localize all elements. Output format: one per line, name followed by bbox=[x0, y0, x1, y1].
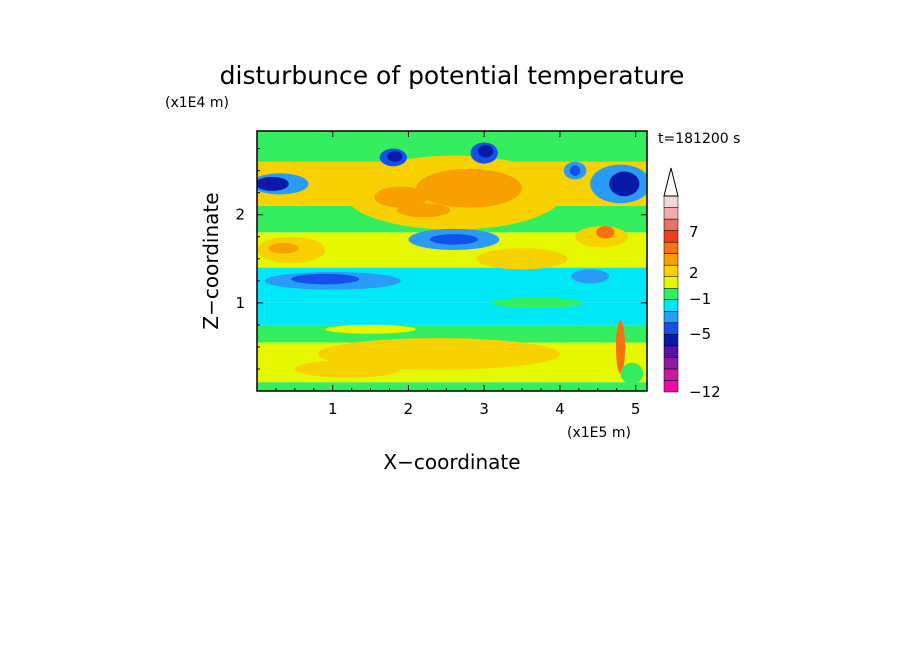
y-tick-label: 1 bbox=[235, 294, 245, 312]
contour-cell bbox=[491, 297, 583, 309]
contour-cell bbox=[571, 269, 610, 284]
colorbar-swatch bbox=[663, 241, 679, 254]
contour-cell bbox=[291, 273, 360, 285]
contour-field bbox=[257, 131, 647, 391]
axes: 1 2 3 4 5 1 2 bbox=[235, 131, 647, 418]
colorbar-tick-label: −12 bbox=[689, 383, 721, 401]
contour-cell bbox=[429, 234, 479, 245]
colorbar-tick-label: 7 bbox=[689, 223, 699, 241]
colorbar-tick-label: −5 bbox=[689, 325, 711, 343]
x-axis-label: X−coordinate bbox=[383, 450, 520, 474]
colorbar-swatch bbox=[663, 230, 679, 243]
contour-cell bbox=[257, 176, 289, 191]
colorbar-swatch bbox=[663, 287, 679, 301]
contour-cell bbox=[387, 151, 403, 162]
contour-band bbox=[257, 302, 647, 325]
contour-cell bbox=[416, 168, 523, 208]
colorbar-swatch bbox=[663, 380, 679, 393]
contour-cell bbox=[615, 320, 626, 374]
contour-cell bbox=[478, 145, 494, 158]
x-tick-label: 1 bbox=[328, 400, 338, 418]
x-tick-label: 5 bbox=[631, 400, 641, 418]
x-tick-label: 3 bbox=[479, 400, 489, 418]
colorbar: 7 2 −1 −5 −12 bbox=[663, 167, 721, 401]
y-axis-label: Z−coordinate bbox=[199, 192, 223, 329]
colorbar-tick-label: 2 bbox=[689, 264, 699, 282]
chart-title: disturbunce of potential temperature bbox=[220, 61, 685, 90]
colorbar-swatch bbox=[663, 368, 679, 381]
colorbar-swatch bbox=[663, 218, 679, 231]
contour-cell bbox=[397, 203, 451, 218]
colorbar-swatch bbox=[663, 311, 679, 324]
contour-cell bbox=[268, 242, 299, 254]
y-unit-label: (x1E4 m) bbox=[165, 95, 229, 111]
colorbar-swatch bbox=[663, 276, 679, 289]
y-tick-label: 2 bbox=[235, 206, 245, 224]
colorbar-swatch bbox=[663, 322, 679, 335]
colorbar-swatch bbox=[663, 195, 679, 208]
contour-cell bbox=[620, 362, 644, 384]
contour-cell bbox=[294, 360, 401, 378]
contour-cell bbox=[569, 165, 581, 176]
contour-band bbox=[257, 382, 647, 391]
contour-cell bbox=[325, 324, 417, 334]
colorbar-extend-max bbox=[663, 167, 679, 197]
x-tick-label: 2 bbox=[404, 400, 414, 418]
colorbar-swatch bbox=[663, 334, 679, 347]
x-tick-label: 4 bbox=[555, 400, 565, 418]
colorbar-swatch bbox=[663, 253, 679, 266]
colorbar-swatch bbox=[663, 207, 679, 220]
contour-cell bbox=[476, 248, 568, 270]
contour-cell bbox=[374, 186, 428, 208]
x-unit-label: (x1E5 m) bbox=[567, 425, 631, 441]
plot-frame bbox=[256, 130, 648, 392]
colorbar-swatch bbox=[663, 345, 679, 358]
colorbar-swatch bbox=[663, 357, 679, 370]
time-label: t=181200 s bbox=[658, 131, 740, 147]
contour-cell bbox=[609, 171, 640, 197]
colorbar-tick-label: −1 bbox=[689, 290, 711, 308]
colorbar-swatch bbox=[663, 264, 679, 277]
contour-cell bbox=[596, 226, 615, 239]
colorbar-swatch bbox=[663, 299, 679, 312]
